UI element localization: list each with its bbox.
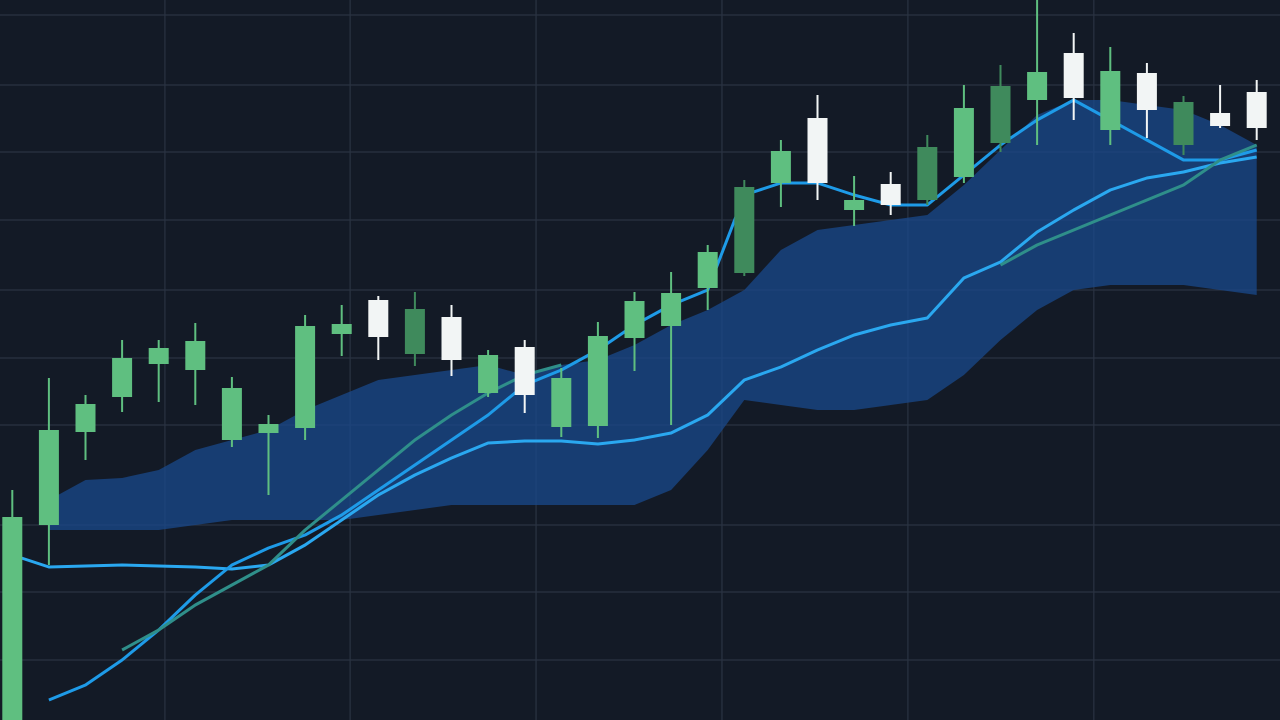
candle-body bbox=[514, 347, 535, 395]
candle-body bbox=[148, 348, 169, 364]
candle-body bbox=[221, 388, 242, 440]
candle-body bbox=[38, 430, 59, 525]
candle-body bbox=[624, 301, 645, 338]
candle-body bbox=[441, 317, 462, 360]
candle-body bbox=[2, 517, 23, 720]
candle-body bbox=[1136, 73, 1157, 110]
candle-body bbox=[661, 293, 682, 326]
candle-body bbox=[185, 341, 206, 370]
candle-body bbox=[917, 147, 938, 200]
candle-body bbox=[1027, 72, 1048, 100]
candle-body bbox=[404, 309, 425, 354]
candle-body bbox=[1173, 102, 1194, 145]
candle-body bbox=[697, 252, 718, 288]
candle-body bbox=[1100, 71, 1121, 130]
candle-body bbox=[551, 378, 572, 427]
candle-body bbox=[478, 355, 499, 393]
candle-body bbox=[1210, 113, 1231, 126]
candle-body bbox=[953, 108, 974, 177]
candle-body bbox=[112, 358, 133, 397]
candle-body bbox=[331, 324, 352, 334]
cloud-band bbox=[48, 100, 1257, 530]
candle-body bbox=[990, 86, 1011, 143]
candle-body bbox=[75, 404, 96, 432]
candle-body bbox=[587, 336, 608, 426]
candle-body bbox=[1063, 53, 1084, 98]
candle-body bbox=[770, 151, 791, 183]
candle-body bbox=[1246, 92, 1267, 128]
candle-body bbox=[295, 326, 316, 428]
candle-body bbox=[258, 424, 279, 433]
indicator-line bbox=[11, 155, 1257, 571]
candle-body bbox=[880, 184, 901, 205]
candle-body bbox=[734, 187, 755, 273]
candle-body bbox=[844, 200, 865, 210]
candle-body bbox=[368, 300, 389, 337]
candle-body bbox=[807, 118, 828, 183]
indicator-line bbox=[48, 98, 1258, 702]
